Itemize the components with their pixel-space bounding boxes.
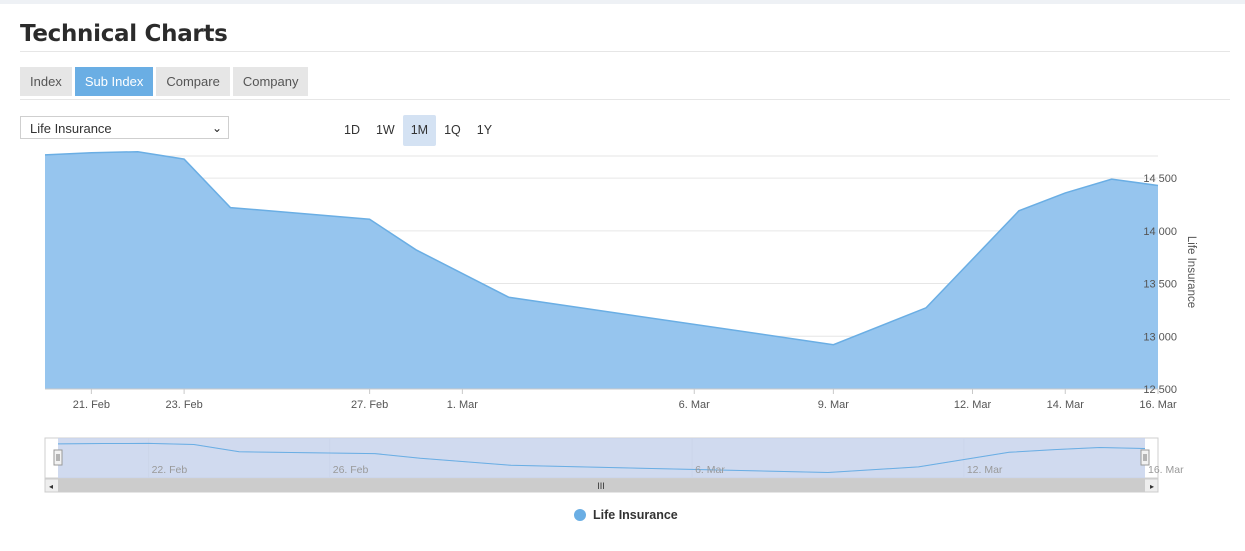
range-1y-button[interactable]: 1Y — [476, 123, 493, 137]
tab-company[interactable]: Company — [232, 67, 309, 96]
series-line — [44, 150, 1159, 346]
sub-index-select[interactable]: Life Insurance ⌄ — [20, 116, 229, 139]
x-tick-label: 14. Mar — [1047, 399, 1085, 411]
y-tick-label: 13 500 — [1143, 279, 1177, 291]
y-tick-label: 14 000 — [1143, 226, 1177, 238]
range-1m-button[interactable]: 1M — [402, 115, 437, 146]
range-1d-button[interactable]: 1D — [344, 123, 360, 137]
navigator-tick-label: 16. Mar — [1148, 464, 1184, 476]
y-tick-label: 13 000 — [1143, 331, 1177, 343]
navigator-series-line-overlay — [57, 442, 1146, 474]
y-tick-label: 12 500 — [1143, 384, 1177, 396]
navigator-tick-label: 22. Feb — [152, 464, 188, 476]
tab-sub-index[interactable]: Sub Index — [74, 67, 154, 96]
tab-index[interactable]: Index — [20, 67, 72, 96]
x-tick-label: 12. Mar — [954, 399, 992, 411]
x-tick-label: 21. Feb — [73, 399, 110, 411]
page-title: Technical Charts — [20, 21, 228, 47]
tab-bar: Index Sub Index Compare Company — [20, 67, 309, 96]
scrollbar-grip: III — [597, 481, 605, 491]
navigator-left-handle[interactable] — [53, 449, 63, 466]
navigator-tick-label: 12. Mar — [967, 464, 1003, 476]
range-1w-button[interactable]: 1W — [375, 123, 395, 137]
legend-marker-icon — [574, 509, 586, 521]
range-selector: 1D 1W 1M 1Q 1Y — [336, 115, 500, 146]
navigator-tick-label: 6. Mar — [695, 464, 725, 476]
navigator[interactable]: 22. Feb 26. Feb 6. Mar 12. Mar 16. Mar — [44, 437, 1184, 479]
scrollbar-thumb[interactable] — [58, 479, 1145, 492]
scroll-right-arrow-icon[interactable]: ▸ — [1150, 482, 1154, 491]
title-divider — [20, 51, 1230, 52]
x-tick-label: 6. Mar — [679, 399, 711, 411]
y-axis-title: Life Insurance — [1185, 236, 1197, 308]
navigator-mask — [58, 438, 1145, 478]
x-tick-label: 27. Feb — [351, 399, 388, 411]
tab-compare[interactable]: Compare — [156, 67, 230, 96]
scroll-left-arrow-icon[interactable]: ◂ — [49, 482, 53, 491]
navigator-scrollbar[interactable]: III ◂ ▸ — [44, 478, 1159, 493]
range-1q-button[interactable]: 1Q — [444, 123, 461, 137]
chevron-down-icon: ⌄ — [211, 121, 222, 135]
legend-item[interactable]: Life Insurance — [574, 508, 678, 522]
x-tick-label: 9. Mar — [818, 399, 850, 411]
x-tick-label: 1. Mar — [447, 399, 479, 411]
series-area — [45, 151, 1158, 389]
navigator-right-handle[interactable] — [1140, 449, 1150, 466]
x-tick-label: 16. Mar — [1139, 399, 1177, 411]
y-tick-label: 14 500 — [1143, 173, 1177, 185]
x-tick-label: 23. Feb — [165, 399, 202, 411]
tabs-divider — [20, 99, 1230, 100]
sub-index-select-value: Life Insurance — [30, 121, 112, 136]
navigator-tick-label: 26. Feb — [333, 464, 369, 476]
legend-label: Life Insurance — [593, 508, 678, 522]
